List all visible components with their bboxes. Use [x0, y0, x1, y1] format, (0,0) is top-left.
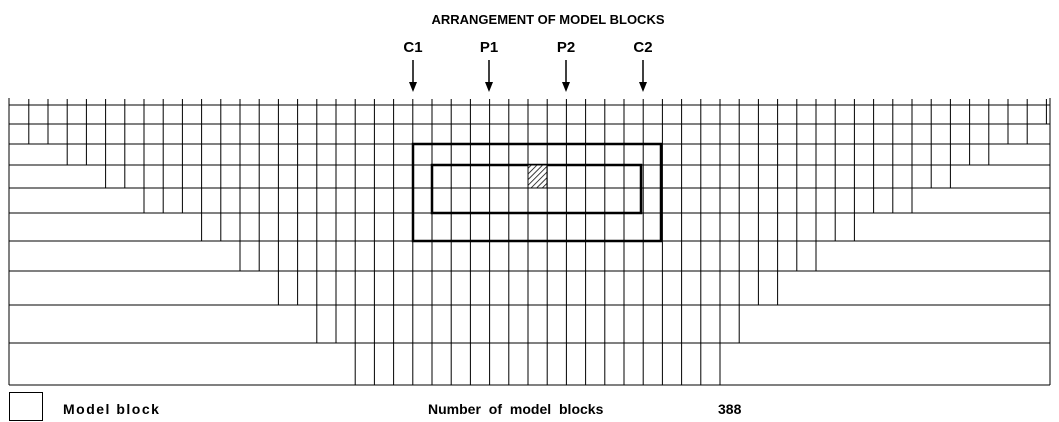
- legend-label: Model block: [63, 401, 160, 417]
- footer-label: Number of model blocks: [428, 401, 604, 417]
- marker-label: C2: [633, 39, 652, 56]
- hatched-block: [527, 164, 548, 189]
- markers: C1 P1 P2 C2: [403, 39, 653, 92]
- marker-label: P1: [480, 39, 498, 56]
- arrow-head: [409, 82, 417, 92]
- arrow-head: [485, 82, 493, 92]
- outer-region: [411, 142, 663, 243]
- block-grid: [8, 98, 1051, 386]
- marker-label: P2: [557, 39, 575, 56]
- marker-label: C1: [403, 39, 422, 56]
- arrow-head: [562, 82, 570, 92]
- footer-count: 388: [718, 401, 742, 417]
- title: ARRANGEMENT OF MODEL BLOCKS: [431, 12, 664, 27]
- legend-box: [9, 392, 43, 421]
- arrow-head: [639, 82, 647, 92]
